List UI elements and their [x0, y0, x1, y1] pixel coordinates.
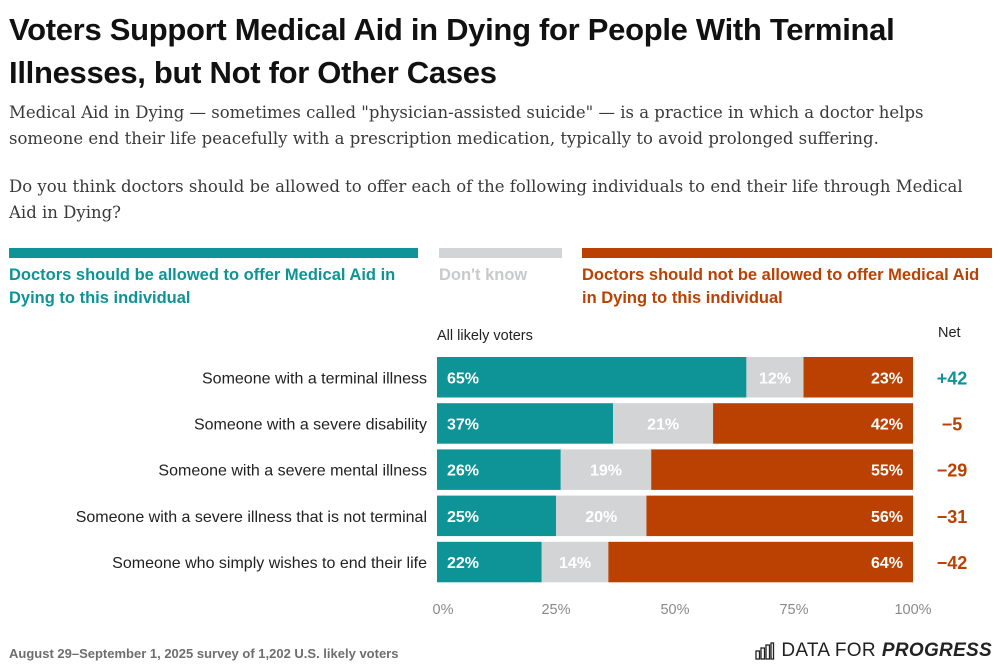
- data-label-support: 26%: [447, 463, 479, 480]
- bar-dont-know: [613, 403, 714, 444]
- category-label: Someone who simply wishes to end their l…: [112, 555, 427, 572]
- net-value: −31: [937, 507, 968, 527]
- data-label-support: 37%: [447, 416, 479, 433]
- bar-oppose: [646, 495, 913, 537]
- data-label-dont-know: 12%: [759, 370, 791, 387]
- bar-oppose: [713, 403, 913, 444]
- category-label: Someone with a severe mental illness: [158, 463, 427, 480]
- legend-item-support: Doctors should be allowed to offer Medic…: [9, 248, 418, 310]
- data-label-dont-know: 20%: [585, 509, 617, 526]
- brand-text-light: DATA FOR: [781, 640, 876, 661]
- bar-dont-know: [541, 541, 609, 583]
- category-label: Someone with a severe disability: [194, 416, 427, 433]
- data-label-support: 25%: [447, 509, 479, 526]
- data-for-progress-logo: DATA FOR PROGRESS: [755, 640, 992, 662]
- net-value: −5: [942, 414, 963, 434]
- data-label-oppose: 56%: [871, 509, 903, 526]
- category-label: Someone with a terminal illness: [202, 370, 427, 387]
- legend-swatch-dont-know: [439, 248, 562, 258]
- net-column-header: Net: [938, 325, 961, 341]
- x-tick-label: 50%: [660, 602, 689, 618]
- net-value: +42: [937, 368, 968, 388]
- bar-chart-logo-icon: [755, 642, 775, 660]
- legend-swatch-support: [9, 248, 418, 258]
- legend-item-dont-know: Don't know: [439, 248, 562, 287]
- data-label-oppose: 23%: [871, 370, 903, 387]
- stacked-bar-chart: Someone with a terminal illness 65% 12% 23%…: [76, 357, 968, 618]
- data-label-oppose: 64%: [871, 555, 903, 572]
- x-tick-label: 0%: [433, 602, 454, 618]
- net-value: −42: [937, 553, 968, 573]
- x-tick-label: 75%: [779, 602, 808, 618]
- survey-source-note: August 29–September 1, 2025 survey of 1,…: [9, 646, 399, 661]
- bar-oppose: [803, 357, 913, 398]
- data-label-oppose: 55%: [871, 463, 903, 480]
- legend-label-support: Doctors should be allowed to offer Medic…: [9, 266, 396, 307]
- category-label: Someone with a severe illness that is no…: [76, 509, 427, 526]
- legend-item-oppose: Doctors should not be allowed to offer M…: [582, 248, 992, 310]
- x-tick-label: 25%: [541, 602, 570, 618]
- bar-support: [437, 495, 556, 537]
- survey-question: Do you think doctors should be allowed t…: [9, 177, 963, 222]
- chart-description: Medical Aid in Dying — sometimes called …: [9, 103, 924, 148]
- legend-label-dont-know: Don't know: [439, 266, 528, 284]
- bar-support: [437, 541, 542, 583]
- chart-title: Voters Support Medical Aid in Dying for …: [9, 12, 895, 90]
- subgroup-label: All likely voters: [437, 328, 533, 344]
- bar-dont-know: [746, 357, 804, 398]
- data-label-oppose: 42%: [871, 416, 903, 433]
- net-value: −29: [937, 461, 968, 481]
- legend-swatch-oppose: [582, 248, 992, 258]
- brand-text-bold: PROGRESS: [881, 640, 992, 661]
- bar-support: [437, 449, 561, 490]
- bar-support: [437, 403, 614, 444]
- data-label-support: 22%: [447, 555, 479, 572]
- bar-dont-know: [560, 449, 652, 490]
- data-label-dont-know: 19%: [590, 463, 622, 480]
- bar-dont-know: [556, 495, 647, 537]
- bar-oppose: [651, 449, 913, 490]
- data-label-support: 65%: [447, 370, 479, 387]
- legend-label-oppose: Doctors should not be allowed to offer M…: [582, 266, 980, 307]
- bar-oppose: [608, 541, 913, 583]
- bar-support: [437, 357, 747, 398]
- data-label-dont-know: 21%: [647, 416, 679, 433]
- x-tick-label: 100%: [894, 602, 931, 618]
- data-label-dont-know: 14%: [559, 555, 591, 572]
